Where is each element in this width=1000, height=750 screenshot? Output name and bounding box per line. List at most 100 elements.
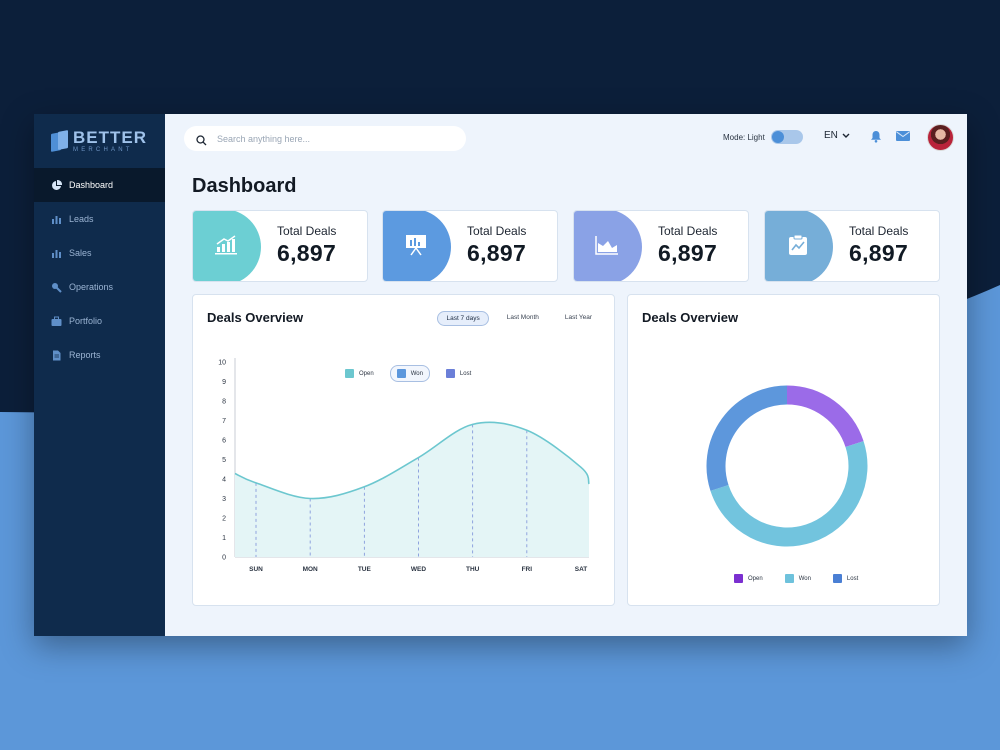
language-label: EN [824, 130, 838, 141]
series-line-won [234, 421, 590, 500]
sidebar-item-label: Portfolio [69, 316, 103, 326]
growth-chart-icon [215, 234, 237, 260]
x-tick-label: TUE [358, 566, 372, 573]
stat-card[interactable]: Total Deals 6,897 [764, 210, 940, 282]
y-tick-label: 10 [218, 360, 226, 367]
area-fill [235, 422, 589, 557]
pie-chart-icon [51, 179, 62, 191]
x-tick-label: WED [411, 566, 426, 573]
legend-label: Lost [459, 370, 472, 377]
stat-card-label: Total Deals [467, 224, 527, 238]
search-bar[interactable] [184, 126, 466, 151]
language-selector[interactable]: EN [824, 130, 850, 141]
sidebar-item-label: Operations [69, 282, 114, 292]
sidebar-item-leads[interactable]: Leads [34, 202, 165, 236]
x-tick-label: SAT [575, 566, 588, 573]
legend-label: Open [748, 575, 763, 582]
sidebar-item-label: Dashboard [69, 180, 114, 190]
page-title: Dashboard [192, 175, 297, 197]
app-window: BETTER MERCHANT Dashboard Leads Sales Op… [34, 114, 967, 636]
stat-card-badge [383, 211, 451, 281]
legend-swatch [832, 574, 842, 583]
range-tab-last-month[interactable]: Last Month [506, 314, 539, 321]
chart-legend: Open Won Lost [339, 365, 477, 382]
stat-card-value: 6,897 [849, 240, 909, 266]
logo-name: BETTER [73, 128, 147, 147]
area-chart-icon [595, 235, 619, 260]
theme-toggle[interactable] [771, 130, 803, 144]
stat-card-value: 6,897 [277, 240, 337, 266]
stat-card-label: Total Deals [277, 224, 337, 238]
deals-donut-chart [706, 385, 868, 547]
stat-card-value: 6,897 [658, 240, 718, 266]
stat-card[interactable]: Total Deals 6,897 [573, 210, 749, 282]
bell-icon[interactable] [870, 130, 882, 143]
logo[interactable]: BETTER MERCHANT [51, 129, 147, 153]
mail-icon[interactable] [896, 131, 910, 141]
clipboard-icon [788, 234, 808, 261]
range-tab-last-year[interactable]: Last Year [564, 314, 592, 321]
panel-title: Deals Overview [207, 310, 304, 325]
sidebar-item-reports[interactable]: Reports [34, 338, 165, 372]
sidebar-item-dashboard[interactable]: Dashboard [34, 168, 165, 202]
avatar[interactable] [927, 124, 954, 151]
donut-slice-won[interactable] [710, 441, 868, 547]
legend-swatch [784, 574, 794, 583]
deals-overview-line-panel: Deals Overview Last 7 days Last Month Last… [192, 294, 615, 606]
legend-swatch [396, 369, 406, 378]
briefcase-icon [51, 316, 62, 327]
chevron-down-icon [842, 133, 850, 138]
y-tick-label: 9 [222, 379, 226, 386]
legend-swatch [734, 574, 743, 583]
deals-overview-donut-panel: Deals Overview Open Won Lost [627, 294, 940, 606]
stat-card-label: Total Deals [849, 224, 909, 238]
wrench-icon [51, 282, 62, 293]
y-tick-label: 4 [222, 477, 226, 484]
sidebar-item-label: Sales [69, 248, 92, 258]
sidebar-nav: Dashboard Leads Sales Operations Portfol… [34, 168, 165, 372]
y-tick-label: 7 [222, 418, 226, 425]
presentation-icon [405, 234, 427, 261]
logo-subtitle: MERCHANT [73, 147, 133, 153]
stat-card-label: Total Deals [658, 224, 718, 238]
legend-item-lost[interactable]: Lost [440, 366, 477, 381]
bar-chart-icon [51, 248, 62, 259]
legend-label: Lost [846, 575, 859, 582]
x-tick-label: FRI [522, 566, 533, 573]
stat-card[interactable]: Total Deals 6,897 [192, 210, 368, 282]
y-tick-label: 1 [222, 535, 226, 542]
stat-card[interactable]: Total Deals 6,897 [382, 210, 558, 282]
sidebar-item-label: Reports [69, 350, 101, 360]
stat-card-badge [193, 211, 261, 281]
legend-item-open[interactable]: Open [728, 571, 769, 586]
donut-slice-open[interactable] [786, 385, 864, 448]
legend-item-won[interactable]: Won [389, 365, 430, 382]
stat-card-badge [574, 211, 642, 281]
range-tab-last-7-days[interactable]: Last 7 days [437, 311, 489, 326]
y-tick-label: 3 [222, 496, 226, 503]
y-tick-label: 0 [222, 555, 226, 562]
search-input[interactable] [217, 133, 437, 144]
donut-legend: Open Won Lost [728, 571, 864, 586]
bar-chart-icon [51, 214, 62, 225]
legend-item-open[interactable]: Open [339, 366, 380, 381]
mode-label: Mode: Light [723, 133, 765, 142]
sidebar-item-operations[interactable]: Operations [34, 270, 165, 304]
legend-swatch [345, 369, 354, 378]
sidebar-item-portfolio[interactable]: Portfolio [34, 304, 165, 338]
legend-item-won[interactable]: Won [779, 571, 817, 586]
legend-label: Open [359, 370, 374, 377]
deals-line-chart: 0 1 2 3 4 5 6 7 8 9 10 SUN MON TUE WED THU FRI SAT [218, 358, 590, 573]
y-tick-label: 6 [222, 438, 226, 445]
search-icon [196, 133, 207, 146]
legend-item-lost[interactable]: Lost [827, 571, 864, 586]
sidebar-item-label: Leads [69, 214, 94, 224]
donut-slice-lost[interactable] [706, 385, 788, 491]
logo-icon [51, 129, 69, 153]
y-tick-label: 2 [222, 516, 226, 523]
legend-label: Won [410, 370, 423, 377]
x-tick-label: MON [303, 566, 318, 573]
x-tick-label: THU [466, 566, 480, 573]
sidebar-item-sales[interactable]: Sales [34, 236, 165, 270]
document-icon [51, 350, 62, 361]
